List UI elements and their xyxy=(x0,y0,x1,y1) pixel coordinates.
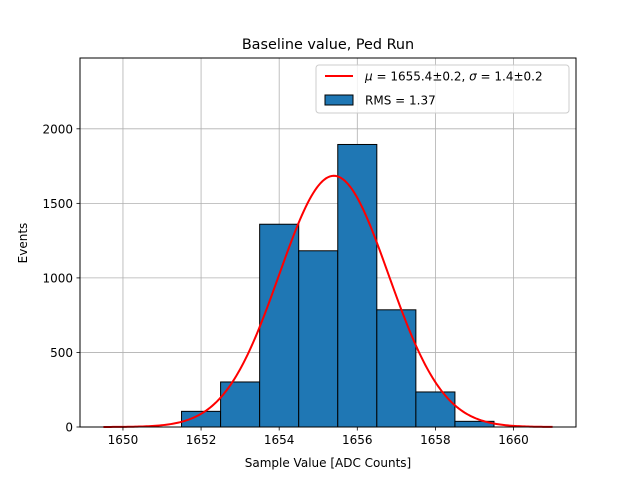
y-axis-label: Events xyxy=(16,223,30,264)
histogram-bar-6 xyxy=(337,143,378,428)
histogram-bars xyxy=(181,143,495,428)
y-tick-label-4: 2000 xyxy=(42,122,73,136)
histogram-bar-4 xyxy=(259,223,300,428)
legend-mu-symbol: μ xyxy=(364,70,373,84)
plot-frame xyxy=(79,57,577,428)
y-tick-label-1: 500 xyxy=(50,346,73,360)
legend-sigma-symbol: σ xyxy=(469,70,477,84)
histogram-bar-7 xyxy=(376,309,417,428)
histogram-bar-5 xyxy=(298,250,339,428)
histogram-bar-8 xyxy=(415,391,456,428)
legend-fit-label: μ = 1655.4±0.2, σ = 1.4±0.2 xyxy=(364,70,543,84)
x-tick-label-2: 1654 xyxy=(264,433,295,447)
legend-mu-value: = 1655.4±0.2, xyxy=(373,70,469,84)
y-tick-label-2: 1000 xyxy=(42,271,73,285)
x-axis-ticks: 1650 1652 1654 1656 1658 1660 xyxy=(108,427,529,447)
legend-hist-label: RMS = 1.37 xyxy=(365,94,436,108)
gaussian-fit-curve xyxy=(103,174,553,428)
y-tick-label-0: 0 xyxy=(65,421,73,435)
x-tick-label-3: 1656 xyxy=(342,433,373,447)
legend: μ = 1655.4±0.2, σ = 1.4±0.2 RMS = 1.37 xyxy=(315,64,570,114)
x-axis-label: Sample Value [ADC Counts] xyxy=(245,456,411,470)
y-tick-label-3: 1500 xyxy=(42,197,73,211)
legend-sigma-value: = 1.4±0.2 xyxy=(477,70,543,84)
y-axis-ticks: 0 500 1000 1500 2000 xyxy=(42,122,80,435)
x-tick-label-5: 1660 xyxy=(498,433,529,447)
legend-box xyxy=(315,64,570,114)
chart-title: Baseline value, Ped Run xyxy=(242,37,414,53)
histogram-bar-3 xyxy=(220,381,261,428)
legend-hist-swatch xyxy=(324,94,354,106)
x-tick-label-4: 1658 xyxy=(420,433,451,447)
x-tick-label-1: 1652 xyxy=(186,433,217,447)
x-tick-label-0: 1650 xyxy=(108,433,139,447)
